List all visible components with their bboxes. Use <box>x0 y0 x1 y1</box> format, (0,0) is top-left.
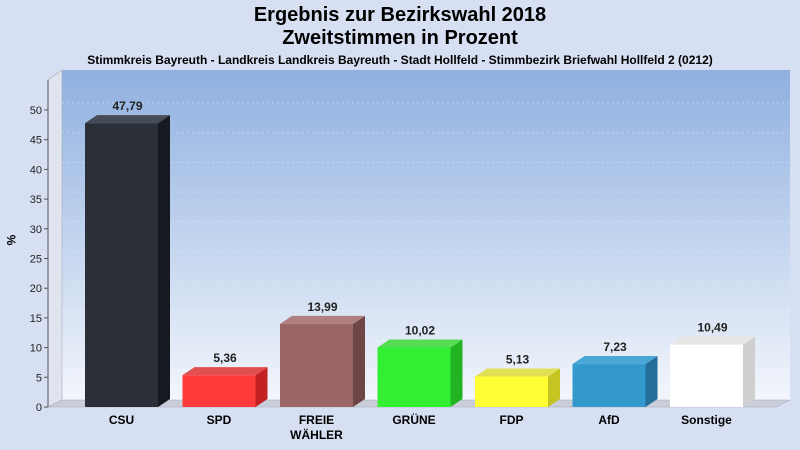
value-label: 7,23 <box>603 340 627 354</box>
title-line-2: Zweitstimmen in Prozent <box>282 27 518 49</box>
bar-top <box>475 368 560 377</box>
bar-side <box>743 336 755 407</box>
bar-side <box>353 315 365 407</box>
bar-front <box>572 364 646 407</box>
bar-front <box>182 375 256 407</box>
y-tick-label: 20 <box>30 283 42 295</box>
y-tick-label: 15 <box>30 313 42 325</box>
bar-side <box>548 368 560 407</box>
bar-side <box>645 356 658 407</box>
category-label: AfD <box>598 413 620 427</box>
category-label: FDP <box>500 413 524 427</box>
bar <box>670 336 755 407</box>
category-label-line2: WÄHLER <box>290 427 343 442</box>
bars <box>85 115 755 407</box>
bar-side <box>158 115 170 407</box>
title-line-1: Ergebnis zur Bezirkswahl 2018 <box>253 4 547 26</box>
bar <box>572 356 658 407</box>
y-tick-label: 40 <box>30 164 42 176</box>
bar <box>182 367 268 407</box>
bar-top <box>377 339 463 348</box>
bar <box>280 315 365 407</box>
bar-front <box>475 376 548 407</box>
y-tick-label: 5 <box>36 372 42 384</box>
category-label: FREIE <box>299 413 334 427</box>
value-labels: 47,79 5,36 13,99 10,02 5,13 7,23 10,49 <box>112 99 727 366</box>
category-label: GRÜNE <box>392 412 435 427</box>
bar-side <box>450 339 463 407</box>
value-label: 13,99 <box>307 300 337 314</box>
category-label: Sonstige <box>681 413 732 427</box>
value-label: 10,02 <box>405 323 435 337</box>
y-tick-label: 25 <box>30 254 42 266</box>
y-tick-label: 0 <box>36 402 42 414</box>
bar-top <box>670 336 755 345</box>
value-label: 10,49 <box>697 321 727 335</box>
bar-front <box>280 323 353 407</box>
chart-title: Ergebnis zur Bezirkswahl 2018 Zweitstimm… <box>0 4 800 50</box>
category-label: CSU <box>109 413 134 427</box>
y-axis-ticks: 0 5 10 15 20 25 30 35 40 45 50 <box>30 80 49 414</box>
bar-front <box>85 123 158 407</box>
category-label: SPD <box>207 413 232 427</box>
value-label: 5,13 <box>506 353 530 367</box>
y-tick-label: 50 <box>30 105 42 117</box>
y-tick-label: 10 <box>30 343 42 355</box>
y-tick-label: 35 <box>30 194 42 206</box>
bar-front <box>670 344 743 407</box>
y-tick-label: 30 <box>30 224 42 236</box>
bar-top <box>182 367 268 376</box>
value-label: 5,36 <box>213 351 237 365</box>
bar-top <box>572 356 658 365</box>
bar-top <box>85 115 170 124</box>
value-label: 47,79 <box>112 99 142 113</box>
bar-top <box>280 315 365 324</box>
bar <box>475 368 560 407</box>
bar-side <box>255 367 268 407</box>
bar <box>85 115 170 407</box>
bar-front <box>377 347 451 407</box>
y-tick-label: 45 <box>30 135 42 147</box>
chart-subtitle: Stimmkreis Bayreuth - Landkreis Landkrei… <box>87 53 713 67</box>
bar <box>377 339 463 407</box>
gridlines <box>62 102 790 371</box>
